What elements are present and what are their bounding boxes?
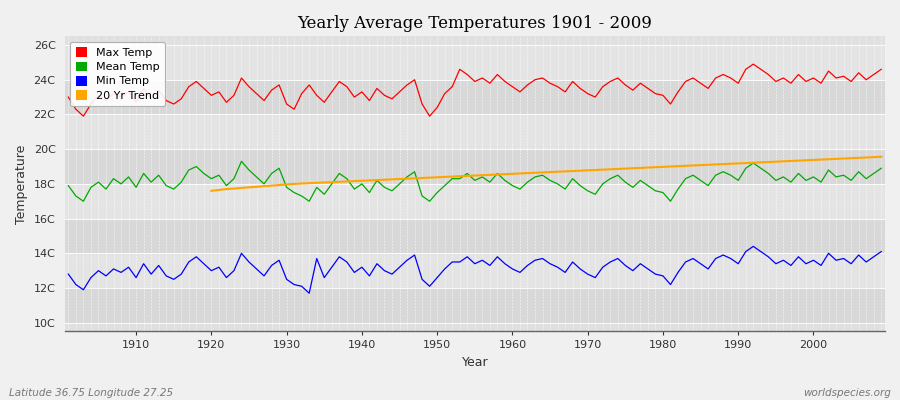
Bar — [65, 184, 885, 218]
X-axis label: Year: Year — [462, 356, 488, 369]
Y-axis label: Temperature: Temperature — [15, 144, 28, 224]
Legend: Max Temp, Mean Temp, Min Temp, 20 Yr Trend: Max Temp, Mean Temp, Min Temp, 20 Yr Tre… — [70, 42, 165, 106]
Bar — [65, 114, 885, 149]
Bar — [65, 288, 885, 323]
Bar — [65, 149, 885, 184]
Bar — [65, 80, 885, 114]
Title: Yearly Average Temperatures 1901 - 2009: Yearly Average Temperatures 1901 - 2009 — [297, 15, 652, 32]
Bar — [65, 45, 885, 80]
Bar — [65, 218, 885, 253]
Bar — [65, 253, 885, 288]
Text: Latitude 36.75 Longitude 27.25: Latitude 36.75 Longitude 27.25 — [9, 388, 173, 398]
Text: worldspecies.org: worldspecies.org — [803, 388, 891, 398]
